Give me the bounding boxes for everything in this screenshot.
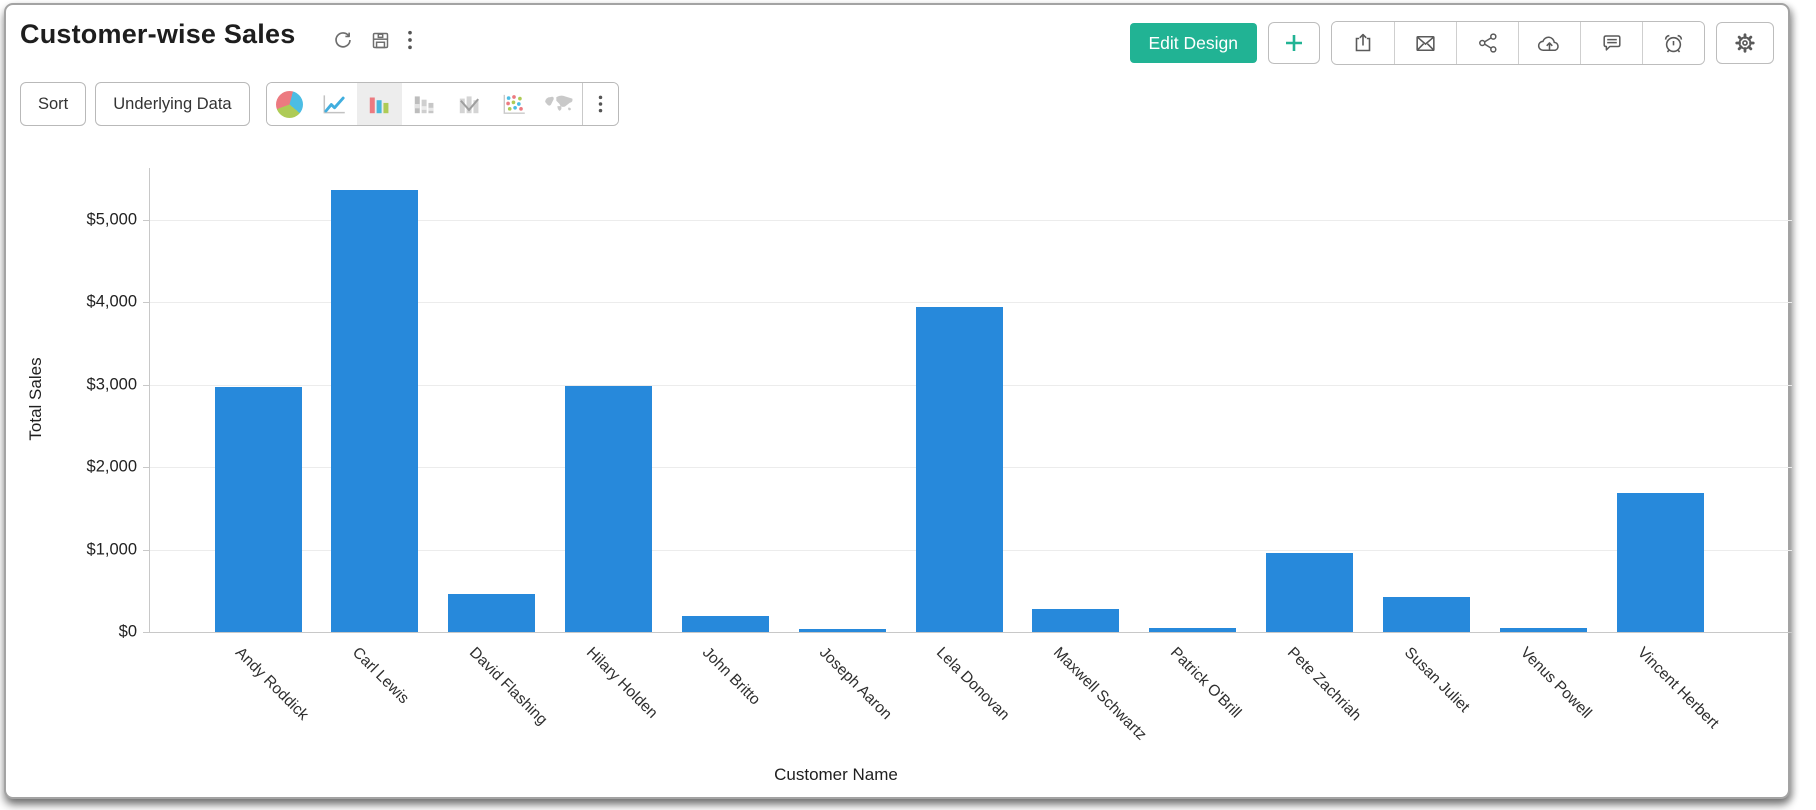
gridline bbox=[150, 219, 1792, 221]
x-axis-title: Customer Name bbox=[774, 765, 898, 784]
share-actions-group bbox=[1331, 21, 1705, 65]
x-axis-label: Hilary Holden bbox=[582, 644, 661, 722]
edit-design-button[interactable]: Edit Design bbox=[1129, 23, 1257, 63]
schedule-icon bbox=[1664, 34, 1683, 53]
settings-icon bbox=[1735, 33, 1755, 53]
chart-type-stacked-bar[interactable] bbox=[401, 83, 447, 125]
chart-type-bar[interactable] bbox=[356, 83, 402, 125]
y-axis-tick bbox=[143, 302, 150, 304]
underlying-data-button[interactable]: Underlying Data bbox=[95, 82, 250, 126]
x-axis-label: Andy Roddick bbox=[231, 644, 312, 724]
x-axis-label: David Flashing bbox=[465, 644, 551, 729]
y-axis-tick bbox=[143, 632, 150, 633]
x-axis-label: Lela Donovan bbox=[933, 644, 1013, 724]
bar[interactable] bbox=[331, 190, 419, 632]
email-button[interactable] bbox=[1394, 22, 1456, 64]
bar[interactable] bbox=[915, 307, 1003, 632]
y-axis-label: $1,000 bbox=[86, 540, 137, 559]
bar[interactable] bbox=[798, 628, 886, 632]
x-axis-label: John Britto bbox=[699, 644, 764, 709]
y-axis-label: $0 bbox=[118, 622, 137, 641]
line-chart-icon bbox=[323, 95, 345, 114]
title-actions bbox=[332, 29, 413, 51]
share-button[interactable] bbox=[1456, 22, 1518, 64]
add-button[interactable] bbox=[1268, 22, 1320, 64]
x-axis-label: Joseph Aaron bbox=[816, 644, 896, 724]
chart-type-pie[interactable] bbox=[266, 83, 312, 125]
header: Customer-wise Sales bbox=[6, 5, 1788, 71]
save-icon bbox=[372, 32, 389, 48]
x-axis-label: Vincent Herbert bbox=[1634, 644, 1723, 732]
bar[interactable] bbox=[1383, 597, 1470, 632]
y-axis-tick bbox=[143, 549, 150, 551]
y-axis-label: $4,000 bbox=[86, 292, 137, 311]
bar-chart-icon bbox=[369, 97, 389, 114]
sort-button[interactable]: Sort bbox=[20, 82, 87, 126]
bar[interactable] bbox=[1616, 492, 1704, 632]
cloud-upload-icon bbox=[1537, 35, 1559, 51]
save-button[interactable] bbox=[370, 30, 391, 51]
settings-button[interactable] bbox=[1716, 22, 1774, 64]
share-icon bbox=[1478, 33, 1497, 53]
bar[interactable] bbox=[1266, 552, 1354, 632]
cloud-upload-button[interactable] bbox=[1518, 22, 1580, 64]
email-icon bbox=[1416, 35, 1435, 51]
x-axis-label: Carl Lewis bbox=[348, 644, 413, 708]
bar[interactable] bbox=[448, 594, 536, 632]
bar[interactable] bbox=[565, 385, 653, 632]
chart-type-bar-line[interactable] bbox=[446, 83, 492, 125]
scatter-chart-icon bbox=[503, 94, 525, 114]
y-axis-title: Total Sales bbox=[26, 357, 45, 441]
bar[interactable] bbox=[1149, 627, 1237, 632]
x-axis-label: Susan Juliet bbox=[1400, 644, 1473, 716]
add-icon bbox=[1286, 35, 1302, 51]
y-axis-label: $5,000 bbox=[86, 210, 137, 229]
x-axis-label: Patrick O'Brill bbox=[1166, 644, 1245, 722]
map-chart-icon bbox=[545, 95, 573, 111]
chart-type-scatter[interactable] bbox=[491, 83, 537, 125]
refresh-icon bbox=[335, 32, 351, 48]
header-actions: Edit Design bbox=[1129, 21, 1774, 65]
comment-icon bbox=[1602, 35, 1621, 51]
comment-button[interactable] bbox=[1580, 22, 1642, 64]
page-title: Customer-wise Sales bbox=[20, 19, 296, 49]
plot-area: $0 $1,000 $2,000 $3,000 $4,000 $5,000 Andy Ro… bbox=[87, 168, 1792, 744]
bar[interactable] bbox=[681, 615, 769, 632]
view-toolbar: Sort Underlying Data bbox=[20, 82, 619, 126]
x-axis-label: Maxwell Schwartz bbox=[1049, 644, 1150, 744]
app-window: Customer-wise Sales bbox=[4, 3, 1792, 799]
chart-type-map[interactable] bbox=[536, 83, 582, 125]
refresh-button[interactable] bbox=[332, 29, 354, 51]
y-axis-label: $2,000 bbox=[86, 457, 137, 476]
chart-type-switcher bbox=[265, 82, 619, 126]
export-icon bbox=[1355, 33, 1371, 52]
chart-type-more-button[interactable] bbox=[581, 83, 618, 125]
more-menu-icon bbox=[408, 30, 412, 50]
y-axis-tick bbox=[143, 384, 150, 386]
bar[interactable] bbox=[214, 386, 302, 632]
x-axis-label: Pete Zachriah bbox=[1283, 644, 1364, 725]
x-axis-label: Venus Powell bbox=[1517, 644, 1596, 722]
pie-chart-icon bbox=[275, 90, 303, 118]
stacked-bar-chart-icon bbox=[414, 96, 434, 114]
more-chart-types-icon bbox=[598, 95, 602, 113]
bar[interactable] bbox=[1499, 627, 1587, 632]
title-more-button[interactable] bbox=[407, 29, 413, 51]
export-button[interactable] bbox=[1332, 22, 1394, 64]
schedule-button[interactable] bbox=[1642, 22, 1704, 64]
y-axis-tick bbox=[143, 219, 150, 221]
y-axis-label: $3,000 bbox=[86, 375, 137, 394]
bar[interactable] bbox=[1032, 608, 1120, 632]
chart-type-line[interactable] bbox=[311, 83, 357, 125]
y-axis-tick bbox=[143, 467, 150, 469]
bar-line-chart-icon bbox=[459, 96, 480, 114]
gridline bbox=[150, 302, 1792, 304]
